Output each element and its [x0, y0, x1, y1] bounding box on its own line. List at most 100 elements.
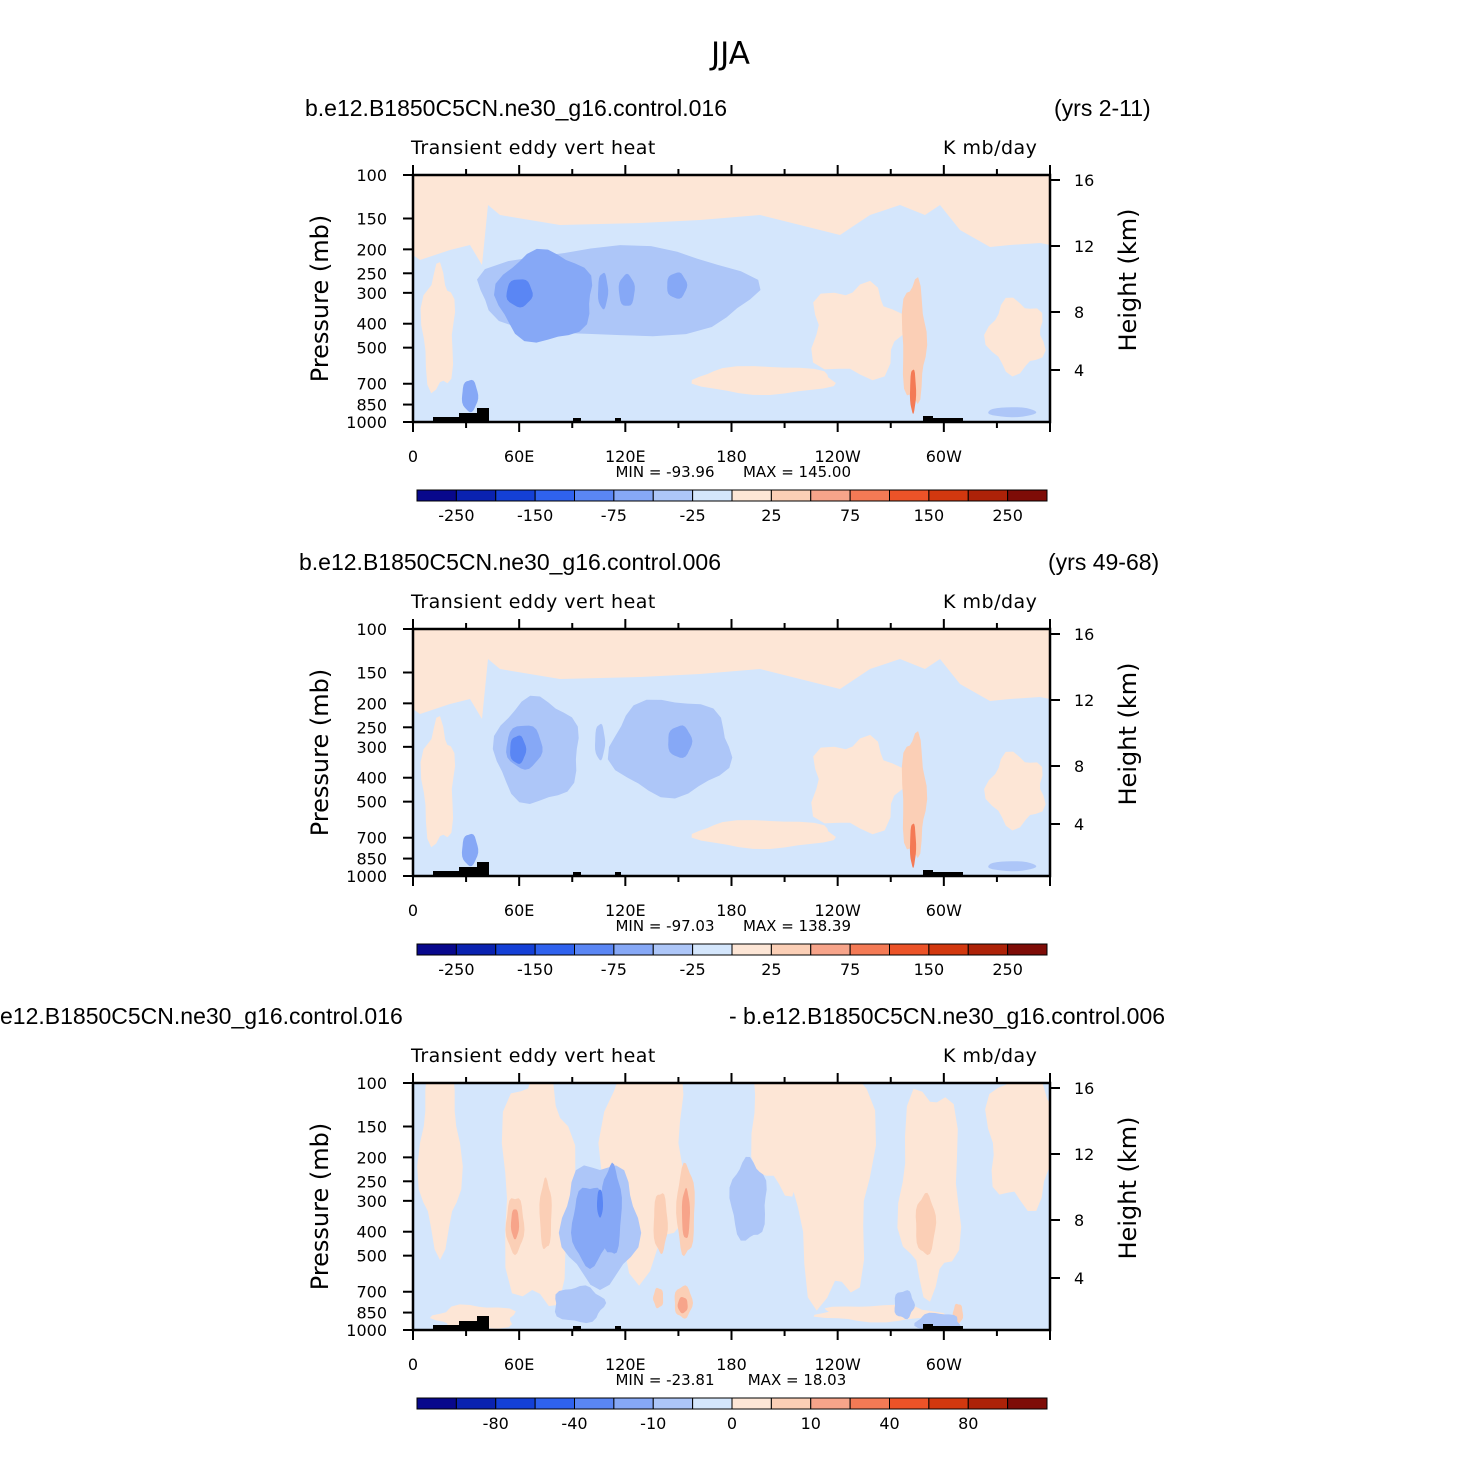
contour-fill-neg	[667, 272, 688, 299]
topography-block	[923, 416, 933, 422]
x-axis: 0 60E 120E 180 120W 60W	[408, 1073, 1051, 1374]
topography-block	[615, 418, 621, 422]
y-tick-label: 150	[356, 209, 387, 228]
colorbar-swatch	[495, 943, 536, 956]
topography-block	[615, 1326, 621, 1330]
y2-axis-label: Height (km)	[1114, 1117, 1142, 1260]
y-tick-label: 1000	[346, 413, 387, 432]
contour-fill-pos	[539, 1177, 552, 1249]
colorbar-label: 250	[992, 506, 1023, 525]
colorbar-swatch	[967, 1397, 1009, 1410]
colorbar-swatch	[534, 943, 575, 956]
x-tick-label: 0	[408, 1355, 418, 1374]
colorbar-swatch	[613, 943, 654, 956]
y2-axis-label: Height (km)	[1114, 209, 1142, 352]
colorbar-swatch	[928, 943, 969, 956]
contour-fill-neg	[894, 1290, 915, 1320]
y-tick-label: 1000	[346, 1321, 387, 1340]
colorbar-swatch	[967, 489, 1009, 502]
y-tick-label: 150	[356, 1117, 387, 1136]
colorbar-label: -75	[601, 960, 627, 979]
y2-tick-label: 12	[1074, 1145, 1094, 1164]
contour-fill-neg	[554, 1285, 607, 1324]
topography-block	[433, 871, 459, 876]
contour-fill-neg	[597, 1189, 603, 1218]
x-tick-label: 60E	[504, 1355, 534, 1374]
colorbar-label: 25	[761, 960, 781, 979]
colorbar-swatch	[889, 1397, 930, 1410]
colorbar-swatch	[416, 943, 457, 956]
x-tick-label: 0	[408, 447, 418, 466]
colorbar-swatch	[455, 1397, 497, 1410]
max-label: MAX = 138.39	[743, 917, 851, 935]
y-tick-label: 250	[356, 718, 387, 737]
units-label: K mb/day	[943, 1045, 1038, 1067]
y2-axis: 16 12 8 4 Height (km)	[1050, 1079, 1142, 1288]
y2-tick-label: 16	[1074, 171, 1094, 190]
y2-tick-label: 8	[1074, 757, 1084, 776]
colorbar-label: 25	[761, 506, 781, 525]
contour-fill-neg	[988, 861, 1037, 872]
y-tick-label: 100	[356, 1074, 387, 1093]
y-tick-label: 700	[356, 1283, 387, 1302]
y-tick-label: 1000	[346, 867, 387, 886]
contour-field	[413, 1083, 1050, 1330]
y-tick-label: 400	[356, 315, 387, 334]
topography-block	[459, 1321, 477, 1330]
topography-block	[933, 1326, 963, 1330]
colorbar-swatch	[889, 489, 930, 502]
topography-block	[923, 1324, 933, 1330]
y-tick-label: 850	[356, 1304, 387, 1323]
colorbar-label: 80	[958, 1414, 978, 1433]
colorbar-swatch	[574, 943, 615, 956]
contour-fill-pos	[985, 1083, 1050, 1211]
y-tick-label: 300	[356, 284, 387, 303]
contour-fill-pos-max	[909, 823, 917, 868]
y-tick-label: 400	[356, 1223, 387, 1242]
colorbar-label: -75	[601, 506, 627, 525]
colorbar-swatch	[928, 1397, 969, 1410]
colorbar-swatch	[495, 1397, 536, 1410]
contour-fill-pos	[677, 1297, 688, 1314]
y-tick-label: 250	[356, 1172, 387, 1191]
y2-tick-label: 12	[1074, 237, 1094, 256]
contour-fill-pos	[413, 629, 1050, 719]
topography-block	[477, 1316, 489, 1330]
y-tick-label: 200	[356, 1148, 387, 1167]
contour-fill-pos	[420, 716, 456, 848]
colorbar-swatch	[810, 943, 851, 956]
contour-fill-pos	[901, 731, 928, 859]
topography-block	[933, 418, 963, 422]
contour-fill-pos	[653, 1193, 668, 1255]
y2-tick-label: 4	[1074, 361, 1084, 380]
panel-bottom: 0 60E 120E 180 120W 60W1001502002503004005007…	[306, 1073, 1142, 1433]
y-tick-label: 100	[356, 166, 387, 185]
colorbar: -250 -150 -75 -25 25 75 150 250	[416, 943, 1048, 979]
variable-label: Transient eddy vert heat	[411, 137, 656, 159]
y-tick-label: 500	[356, 1247, 387, 1266]
colorbar-swatch	[416, 489, 457, 502]
colorbar-swatch	[416, 1397, 457, 1410]
contour-fill-pos	[653, 1287, 664, 1309]
colorbar-label: 10	[801, 1414, 821, 1433]
x-tick-label: 60W	[926, 447, 962, 466]
colorbar-label: -10	[640, 1414, 666, 1433]
x-tick-label: 60W	[926, 1355, 962, 1374]
colorbar-swatch	[1007, 489, 1048, 502]
contour-fill-pos	[897, 1088, 962, 1302]
x-tick-label: 120W	[814, 447, 861, 466]
units-label: K mb/day	[943, 137, 1038, 159]
colorbar-swatch	[652, 489, 694, 502]
x-tick-label: 120E	[605, 901, 646, 920]
colorbar-swatch	[574, 489, 615, 502]
contour-fill-pos	[811, 280, 909, 381]
colorbar-swatch	[731, 489, 772, 502]
colorbar-label: -150	[517, 960, 553, 979]
y2-axis: 16 12 8 4 Height (km)	[1050, 625, 1142, 834]
y-tick-label: 700	[356, 829, 387, 848]
colorbar-swatch	[534, 489, 575, 502]
colorbar-swatch	[810, 489, 851, 502]
colorbar-swatch	[613, 1397, 654, 1410]
